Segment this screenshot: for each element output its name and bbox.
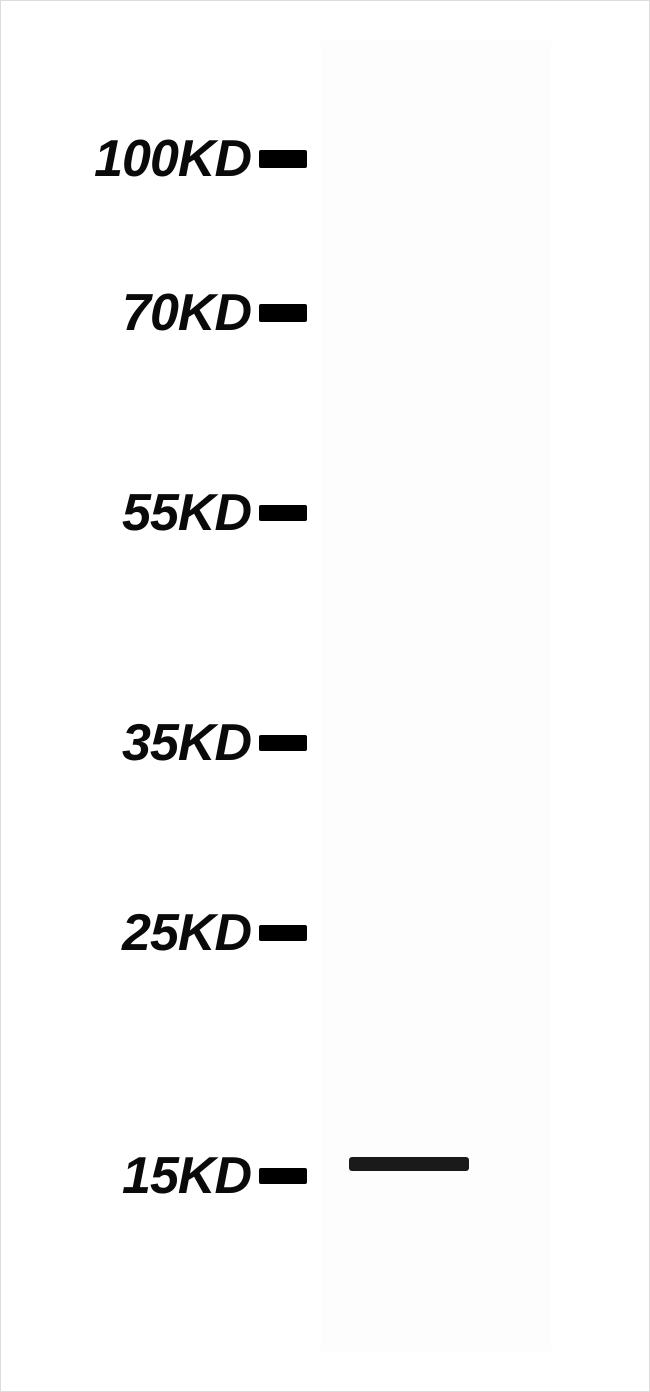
marker-tick-70kd: [259, 304, 307, 322]
marker-tick-35kd: [259, 735, 307, 751]
marker-row-55kd: 55KD: [1, 483, 307, 543]
marker-row-15kd: 15KD: [1, 1146, 307, 1206]
marker-tick-25kd: [259, 925, 307, 941]
marker-label-25kd: 25KD: [1, 903, 251, 963]
marker-label-35kd: 35KD: [1, 713, 251, 773]
marker-row-25kd: 25KD: [1, 903, 307, 963]
marker-label-55kd: 55KD: [1, 483, 251, 543]
marker-row-35kd: 35KD: [1, 713, 307, 773]
band-15kd: [349, 1157, 469, 1171]
marker-tick-100kd: [259, 150, 307, 168]
marker-label-70kd: 70KD: [1, 283, 251, 343]
marker-tick-15kd: [259, 1168, 307, 1184]
marker-row-100kd: 100KD: [1, 129, 307, 189]
marker-label-15kd: 15KD: [1, 1146, 251, 1206]
lane-shading: [321, 41, 551, 1351]
marker-label-100kd: 100KD: [1, 129, 251, 189]
marker-row-70kd: 70KD: [1, 283, 307, 343]
western-blot-canvas: 100KD 70KD 55KD 35KD 25KD 15KD: [0, 0, 650, 1392]
marker-tick-55kd: [259, 505, 307, 521]
